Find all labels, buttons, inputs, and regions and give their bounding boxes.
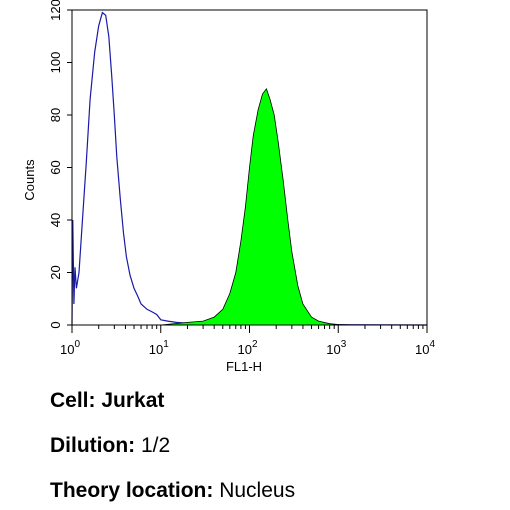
x-tick-label: 104 [415,339,435,357]
x-tick-label: 102 [237,339,257,357]
y-axis: 0 20 40 60 80 100 120 [48,0,72,329]
theory-location-label: Theory location: [50,479,214,502]
x-tick-label: 103 [326,339,346,357]
y-tick-label: 100 [48,52,63,74]
dilution-info: Dilution: 1/2 [50,434,170,458]
y-tick-label: 20 [48,265,63,279]
histogram-chart: 0 20 40 60 80 100 120 100 101 102 103 104 Counts F… [22,0,435,374]
cell-info: Cell: Jurkat [50,389,164,413]
y-tick-label: 40 [48,213,63,227]
x-axis-title: FL1-H [226,359,262,374]
y-tick-label: 120 [48,0,63,21]
plot-area [71,11,428,326]
series-outline-histogram [71,11,428,326]
x-axis: 100 101 102 103 104 [60,325,435,357]
x-tick-label: 100 [60,339,80,357]
theory-location-info: Theory location: Nucleus [50,479,295,503]
dilution-value: 1/2 [140,434,171,457]
theory-location-value: Nucleus [219,479,296,502]
dilution-label: Dilution: [50,434,136,457]
y-axis-title: Counts [22,159,37,201]
series-filled-histogram [72,87,427,326]
cell-label: Cell: Jurkat [50,389,165,412]
y-tick-label: 60 [48,160,63,174]
y-tick-label: 0 [48,321,63,328]
x-tick-label: 101 [149,339,169,357]
y-tick-label: 80 [48,108,63,122]
